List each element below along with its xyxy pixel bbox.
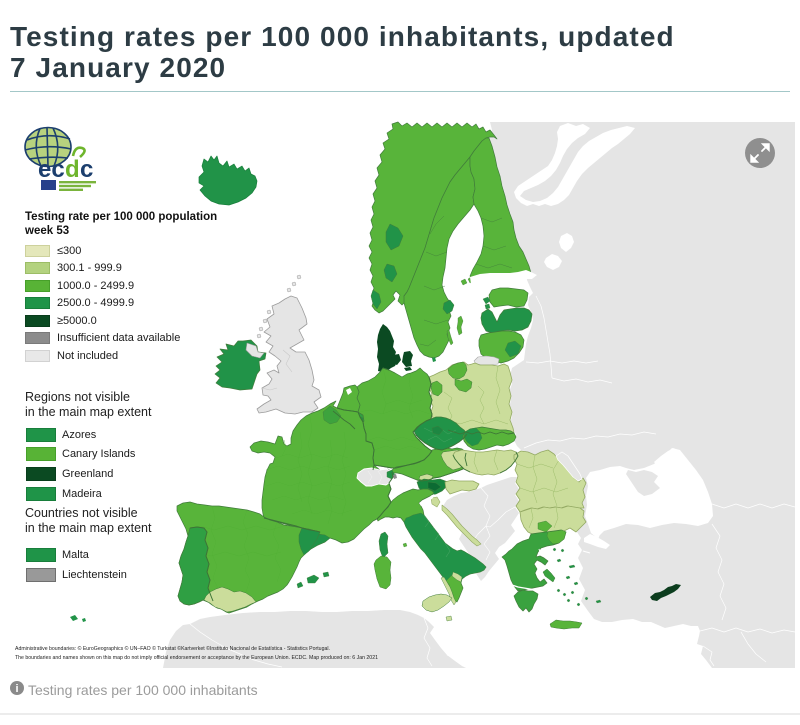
svg-text:ec: ec: [38, 156, 65, 183]
svg-text:c: c: [80, 156, 93, 183]
svg-text:d: d: [65, 156, 80, 183]
